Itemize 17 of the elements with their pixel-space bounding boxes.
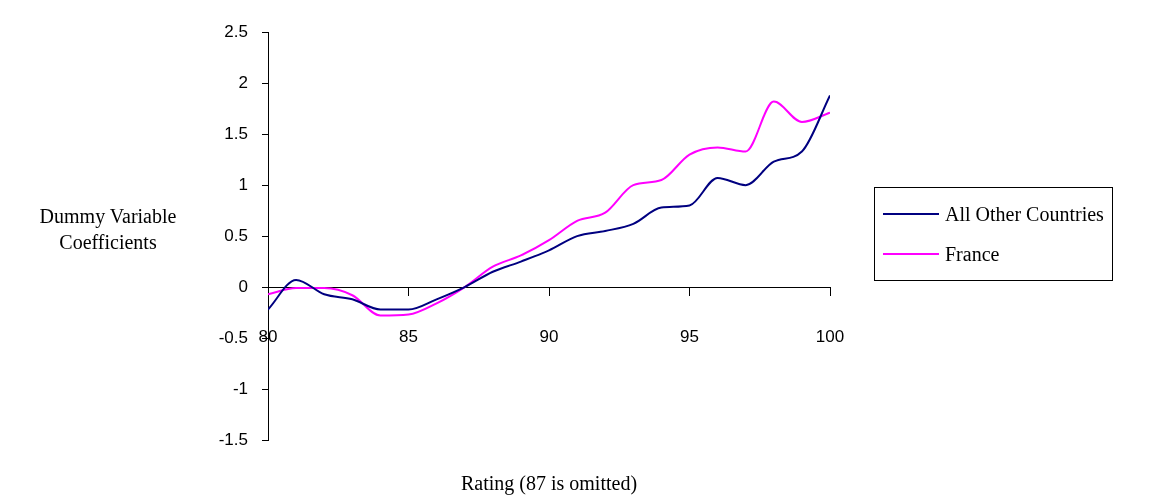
legend-label: All Other Countries [945,202,1104,226]
x-axis-title: Rating (87 is omitted) [459,472,639,495]
y-tick-label: 2.5 [224,21,248,41]
y-axis-title: Dummy Variable Coefficients [38,204,178,255]
y-tick-label: 1.5 [224,123,248,143]
y-tick-label: 2 [238,72,248,92]
x-tick-label: 85 [399,326,418,346]
y-tick-label: 1 [238,174,248,194]
y-tick-label: 0 [238,276,248,296]
y-tick-label: -1 [232,378,248,398]
y-tick-label: -0.5 [218,327,248,347]
x-tick-label: 95 [680,326,699,346]
legend-label: France [945,242,1000,266]
x-tick-label: 90 [539,326,559,346]
y-tick-label: -1.5 [218,429,248,449]
y-tick-label: 0.5 [224,225,248,245]
x-tick-label: 100 [815,326,845,346]
